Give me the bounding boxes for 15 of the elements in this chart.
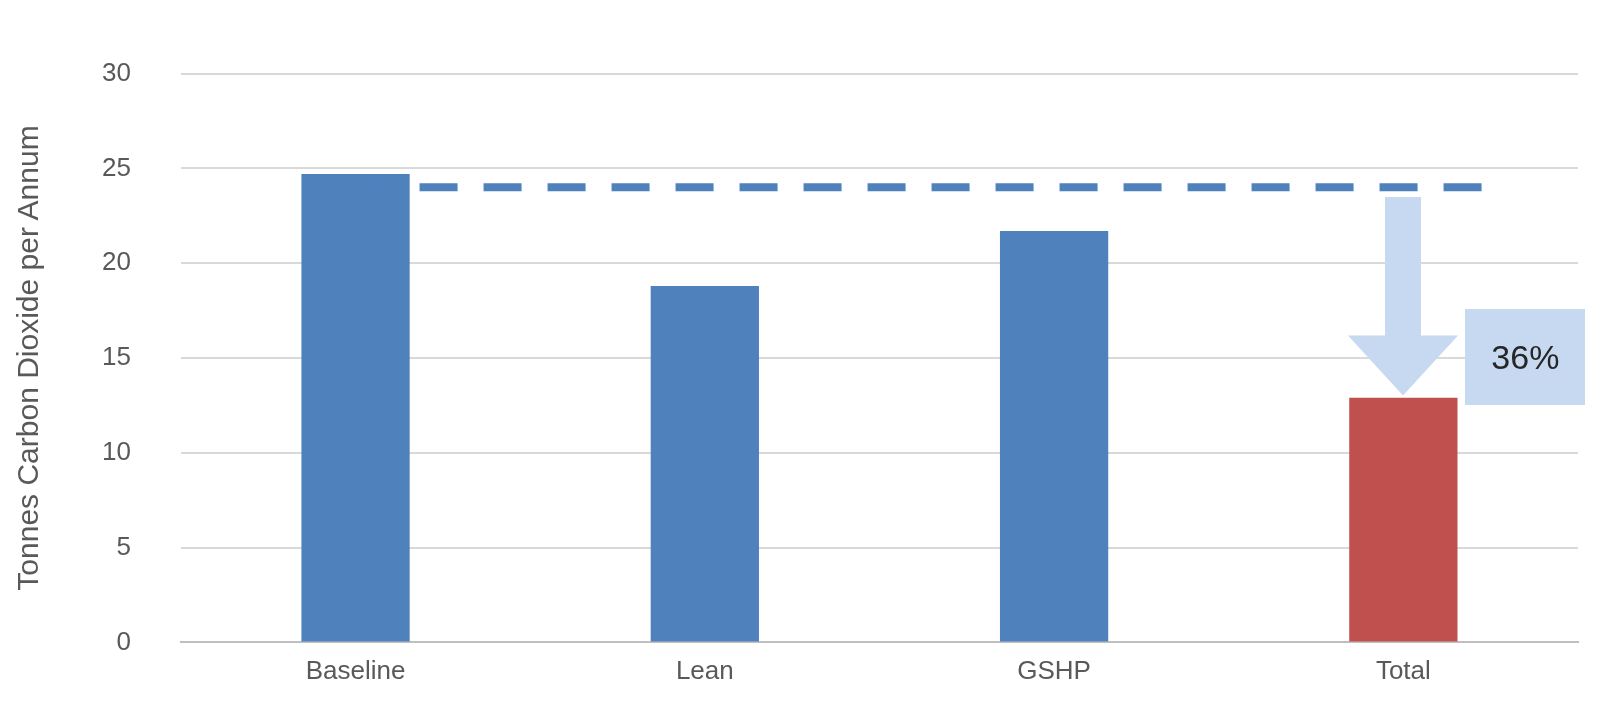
y-tick-label: 0 <box>116 625 131 656</box>
y-tick-label: 15 <box>102 341 131 372</box>
y-axis-title: Tonnes Carbon Dioxide per Annum <box>11 125 45 591</box>
y-tick-label: 30 <box>102 56 131 87</box>
y-tick-label: 25 <box>102 151 131 182</box>
bar <box>999 230 1109 642</box>
annotation: 36% <box>1465 309 1586 406</box>
bar <box>650 285 759 642</box>
y-tick-label: 10 <box>102 435 131 466</box>
x-tick-label: GSHP <box>1017 655 1091 686</box>
y-tick-label: 20 <box>102 246 131 277</box>
x-tick-label: Lean <box>675 655 734 686</box>
y-tick-label: 5 <box>116 530 131 561</box>
x-tick-label: Baseline <box>305 655 406 686</box>
x-tick-label: Total <box>1375 655 1431 686</box>
